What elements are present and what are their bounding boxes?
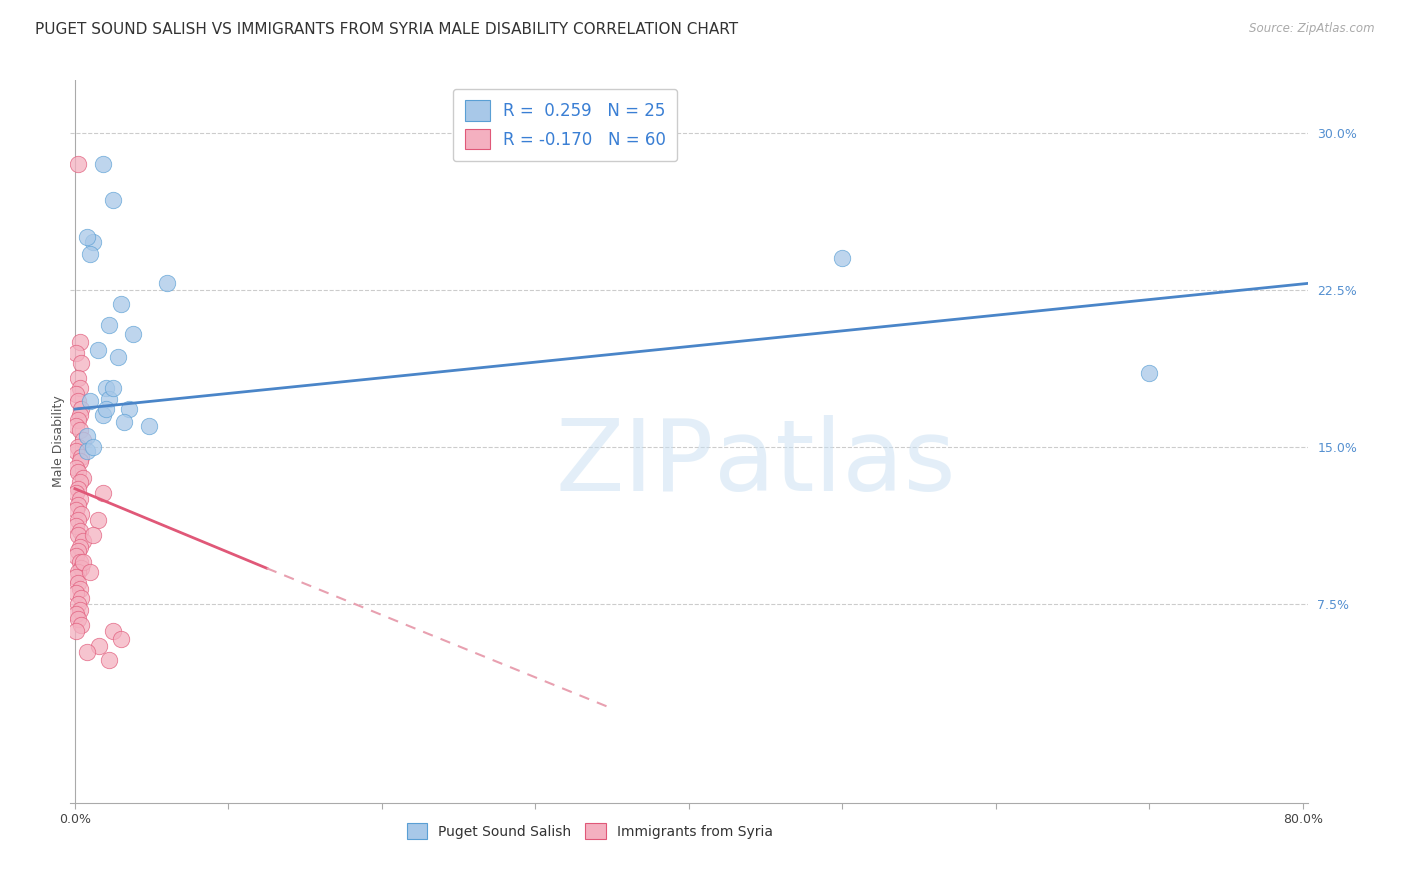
Point	[65, 549, 87, 563]
Point	[138, 418, 160, 433]
Point	[89, 639, 111, 653]
Point	[103, 624, 125, 638]
Point	[65, 387, 87, 401]
Point	[82, 235, 104, 249]
Point	[97, 653, 120, 667]
Point	[87, 343, 110, 358]
Point	[69, 334, 91, 349]
Point	[91, 157, 114, 171]
Point	[66, 499, 89, 513]
Point	[76, 429, 98, 443]
Point	[70, 617, 93, 632]
Point	[66, 513, 89, 527]
Point	[107, 350, 129, 364]
Point	[66, 575, 89, 590]
Point	[66, 465, 89, 479]
Point	[76, 230, 98, 244]
Point	[66, 440, 89, 454]
Point	[65, 519, 87, 533]
Point	[69, 423, 91, 437]
Point	[65, 502, 87, 516]
Point	[65, 444, 87, 458]
Point	[79, 393, 101, 408]
Point	[66, 412, 89, 426]
Point	[65, 460, 87, 475]
Point	[72, 434, 94, 448]
Text: ZIP: ZIP	[555, 415, 714, 512]
Point	[69, 454, 91, 468]
Point	[65, 586, 87, 600]
Point	[66, 527, 89, 541]
Text: Source: ZipAtlas.com: Source: ZipAtlas.com	[1250, 22, 1375, 36]
Point	[70, 402, 93, 417]
Point	[72, 534, 94, 549]
Point	[65, 624, 87, 638]
Point	[70, 356, 93, 370]
Point	[70, 507, 93, 521]
Point	[79, 247, 101, 261]
Point	[65, 607, 87, 622]
Point	[76, 444, 98, 458]
Point	[156, 277, 179, 291]
Point	[110, 297, 132, 311]
Point	[66, 544, 89, 558]
Point	[65, 569, 87, 583]
Point	[97, 392, 120, 406]
Point	[82, 527, 104, 541]
Point	[65, 486, 87, 500]
Point	[91, 486, 114, 500]
Point	[69, 582, 91, 597]
Point	[65, 418, 87, 433]
Point	[117, 402, 139, 417]
Point	[103, 193, 125, 207]
Point	[112, 415, 135, 429]
Point	[66, 393, 89, 408]
Text: PUGET SOUND SALISH VS IMMIGRANTS FROM SYRIA MALE DISABILITY CORRELATION CHART: PUGET SOUND SALISH VS IMMIGRANTS FROM SY…	[35, 22, 738, 37]
Point	[66, 597, 89, 611]
Point	[97, 318, 120, 333]
Point	[122, 326, 145, 341]
Point	[66, 566, 89, 580]
Point	[87, 513, 110, 527]
Point	[72, 471, 94, 485]
Point	[94, 381, 117, 395]
Point	[70, 450, 93, 465]
Point	[69, 492, 91, 507]
Point	[69, 555, 91, 569]
Point	[1139, 367, 1161, 381]
Text: atlas: atlas	[714, 415, 955, 512]
Point	[82, 440, 104, 454]
Y-axis label: Male Disability: Male Disability	[52, 396, 65, 487]
Point	[66, 370, 89, 384]
Point	[69, 603, 91, 617]
Point	[66, 611, 89, 625]
Point	[103, 381, 125, 395]
Point	[79, 566, 101, 580]
Point	[65, 345, 87, 359]
Point	[69, 541, 91, 555]
Point	[70, 591, 93, 605]
Point	[831, 252, 853, 266]
Point	[94, 402, 117, 417]
Point	[69, 524, 91, 538]
Point	[69, 381, 91, 395]
Legend: Puget Sound Salish, Immigrants from Syria: Puget Sound Salish, Immigrants from Syri…	[399, 815, 780, 847]
Point	[110, 632, 132, 647]
Point	[76, 645, 98, 659]
Point	[72, 555, 94, 569]
Point	[70, 561, 93, 575]
Point	[66, 157, 89, 171]
Point	[69, 475, 91, 490]
Point	[91, 409, 114, 423]
Point	[66, 482, 89, 496]
Point	[69, 409, 91, 423]
